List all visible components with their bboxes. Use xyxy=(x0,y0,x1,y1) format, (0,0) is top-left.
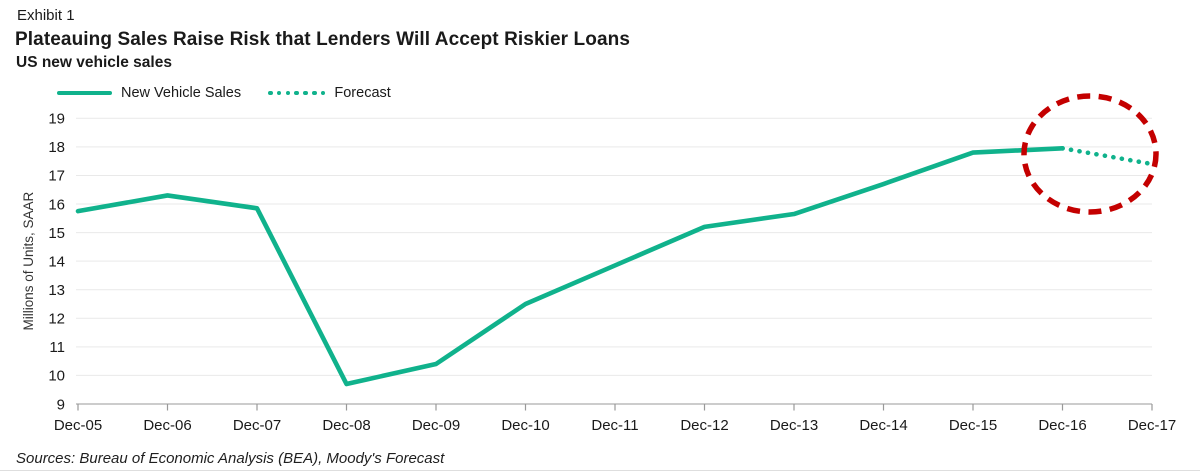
exhibit-label: Exhibit 1 xyxy=(17,7,75,24)
legend: New Vehicle Sales Forecast xyxy=(57,85,391,101)
y-axis-tick-label: 17 xyxy=(48,168,65,185)
chart-subtitle: US new vehicle sales xyxy=(16,54,172,71)
legend-solid-line-swatch xyxy=(57,90,112,96)
x-axis-tick-label: Dec-16 xyxy=(1038,417,1086,434)
highlight-circle xyxy=(1021,93,1159,215)
series-line xyxy=(75,145,1065,387)
x-axis-tick-label: Dec-08 xyxy=(322,417,370,434)
legend-forecast-label: Forecast xyxy=(334,85,391,101)
x-axis-tick-label: Dec-06 xyxy=(143,417,191,434)
x-axis-tick-label: Dec-12 xyxy=(680,417,728,434)
legend-dotted-line-swatch xyxy=(268,90,326,96)
y-axis-tick-label: 9 xyxy=(57,396,65,413)
y-axis-tick-label: 18 xyxy=(48,139,65,156)
x-axis-tick-label: Dec-17 xyxy=(1128,417,1176,434)
x-axis-tick-label: Dec-05 xyxy=(54,417,102,434)
chart-title: Plateauing Sales Raise Risk that Lenders… xyxy=(15,29,630,50)
y-axis-title: Millions of Units, SAAR xyxy=(21,192,36,331)
x-axis-tick-label: Dec-07 xyxy=(233,417,281,434)
y-axis-tick-label: 10 xyxy=(48,368,65,385)
y-axis-tick-label: 15 xyxy=(48,225,65,242)
y-axis-tick-label: 11 xyxy=(49,339,65,356)
bottom-divider xyxy=(0,470,1200,471)
x-axis-tick-label: Dec-14 xyxy=(859,417,907,434)
forecast-line xyxy=(1060,145,1155,167)
y-axis-tick-label: 12 xyxy=(48,311,65,328)
y-axis-tick-label: 19 xyxy=(48,111,65,128)
y-axis-tick-label: 16 xyxy=(48,196,65,213)
x-axis-tick-label: Dec-11 xyxy=(591,417,638,434)
legend-series-label: New Vehicle Sales xyxy=(121,85,242,101)
x-axis-tick-label: Dec-09 xyxy=(412,417,460,434)
x-axis-tick-label: Dec-13 xyxy=(770,417,818,434)
x-axis-tick-label: Dec-10 xyxy=(501,417,549,434)
y-axis-tick-label: 13 xyxy=(48,282,65,299)
sources-note: Sources: Bureau of Economic Analysis (BE… xyxy=(16,450,445,467)
x-axis-tick-label: Dec-15 xyxy=(949,417,997,434)
y-axis-tick-label: 14 xyxy=(48,253,65,270)
